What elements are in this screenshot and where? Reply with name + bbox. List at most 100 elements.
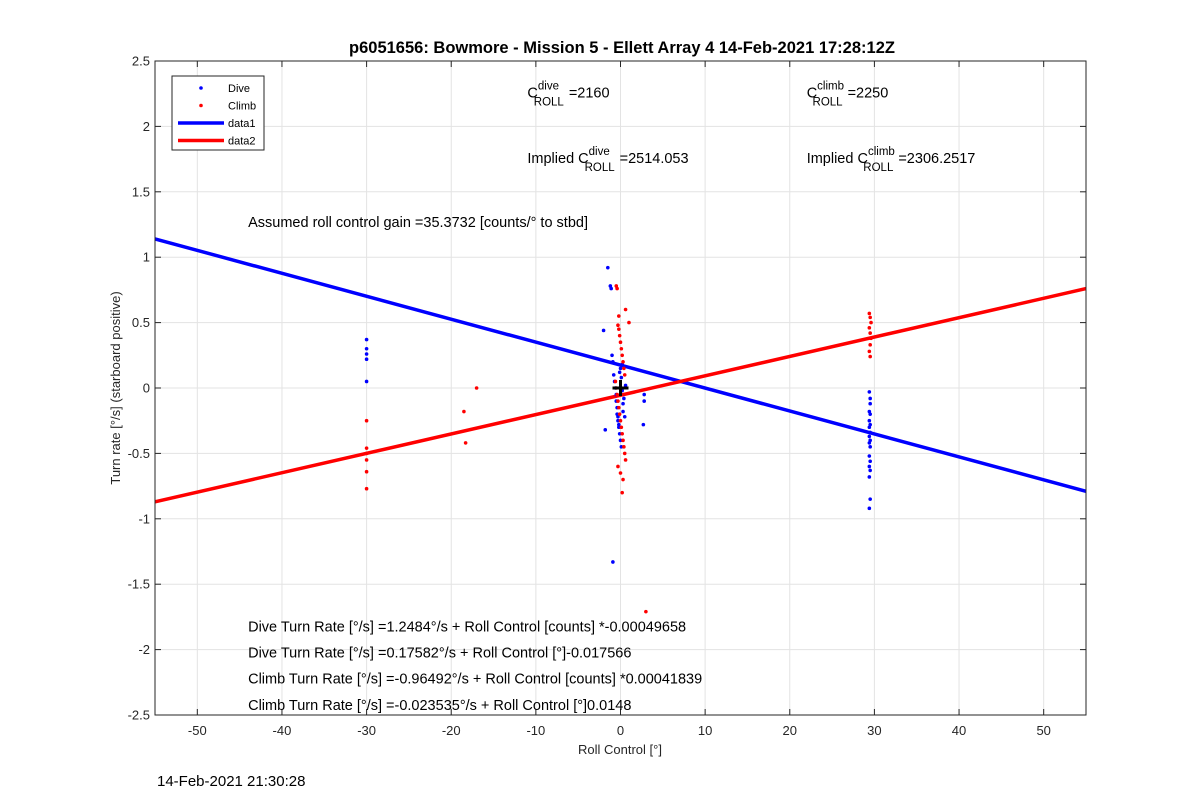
point-dive-54 xyxy=(868,459,872,464)
annotation-c-climb: Cclimb ROLL=2250 xyxy=(807,81,889,109)
point-dive-53 xyxy=(867,454,872,458)
y-tick-label: -1.5 xyxy=(128,577,150,592)
point-climb-19 xyxy=(622,373,627,377)
annotation-gain: Assumed roll control gain =35.3732 [coun… xyxy=(248,215,588,231)
y-tick-label: 1 xyxy=(143,250,150,265)
point-dive-20 xyxy=(617,425,621,430)
point-climb-43 xyxy=(869,320,873,325)
point-climb-0 xyxy=(364,418,369,423)
point-climb-20 xyxy=(613,379,618,384)
point-climb-29 xyxy=(621,438,625,443)
point-dive-19 xyxy=(617,422,621,427)
point-climb-24 xyxy=(617,405,621,410)
point-climb-33 xyxy=(616,464,620,469)
point-climb-7 xyxy=(463,441,468,445)
fit-line-data1 xyxy=(154,237,1087,494)
point-climb-27 xyxy=(619,425,624,430)
point-dive-7 xyxy=(609,286,613,291)
x-tick-label: -20 xyxy=(442,723,461,738)
annotation-eq1: Dive Turn Rate [°/s] =1.2484°/s + Roll C… xyxy=(248,619,686,635)
origin-marker xyxy=(612,380,629,396)
point-dive-45 xyxy=(867,418,872,423)
point-dive-21 xyxy=(617,431,622,436)
point-climb-5 xyxy=(364,486,369,491)
point-climb-22 xyxy=(615,392,619,397)
point-climb-2 xyxy=(364,451,369,456)
point-dive-58 xyxy=(868,497,872,501)
x-tick-label: 10 xyxy=(698,723,712,738)
chart-title: p6051656: Bowmore - Mission 5 - Ellett A… xyxy=(349,39,895,57)
point-dive-31 xyxy=(622,396,626,401)
annotation-eq4: Climb Turn Rate [°/s] =-0.023535°/s + Ro… xyxy=(248,698,631,714)
point-climb-49 xyxy=(868,354,872,359)
legend-box xyxy=(171,75,265,151)
annotation-implied-climb: Implied Cclimb ROLL=2306.2517 xyxy=(807,146,976,174)
point-dive-49 xyxy=(867,434,872,439)
x-tick-label: 40 xyxy=(952,723,966,738)
point-dive-30 xyxy=(621,409,625,414)
x-tick-label: -40 xyxy=(273,723,292,738)
y-tick-label: 2 xyxy=(143,119,150,134)
point-climb-46 xyxy=(869,336,873,341)
y-tick-label: 0 xyxy=(143,381,150,396)
x-tick-label: 20 xyxy=(783,723,797,738)
footer-timestamp: 14-Feb-2021 21:30:28 xyxy=(157,773,306,790)
x-tick-label: 50 xyxy=(1036,723,1050,738)
point-climb-15 xyxy=(619,346,624,351)
point-dive-23 xyxy=(618,366,623,371)
point-dive-22 xyxy=(617,370,622,375)
point-dive-40 xyxy=(867,390,872,394)
point-dive-44 xyxy=(868,412,872,416)
point-dive-39 xyxy=(641,422,646,427)
point-climb-1 xyxy=(364,446,369,450)
point-climb-36 xyxy=(623,307,628,312)
x-tick-label: 30 xyxy=(867,723,881,738)
point-climb-13 xyxy=(617,333,622,338)
point-dive-37 xyxy=(642,392,646,397)
point-dive-5 xyxy=(606,265,610,270)
point-dive-17 xyxy=(616,414,620,419)
point-climb-18 xyxy=(622,366,626,371)
point-dive-0 xyxy=(364,337,369,342)
point-dive-8 xyxy=(610,353,614,358)
point-dive-55 xyxy=(867,464,872,469)
point-dive-4 xyxy=(364,379,369,384)
annotation-c-dive: Cdive ROLL=2160 xyxy=(527,81,609,109)
point-dive-3 xyxy=(364,357,369,362)
data-points xyxy=(364,265,873,614)
point-dive-51 xyxy=(867,441,872,445)
legend-swatch-climb xyxy=(199,103,203,108)
point-climb-25 xyxy=(617,412,622,416)
point-climb-31 xyxy=(622,451,627,456)
point-dive-47 xyxy=(867,425,872,430)
legend-label-data2: data2 xyxy=(228,136,256,148)
x-tick-label: -50 xyxy=(188,723,207,738)
annotation-eq3: Climb Turn Rate [°/s] =-0.96492°/s + Rol… xyxy=(248,672,702,688)
point-dive-59 xyxy=(867,506,872,511)
point-dive-41 xyxy=(868,396,872,401)
point-climb-28 xyxy=(620,431,624,436)
point-dive-24 xyxy=(618,438,623,443)
point-dive-56 xyxy=(868,468,872,473)
point-climb-47 xyxy=(868,343,872,347)
point-dive-36 xyxy=(611,560,615,564)
legend-label-dive: Dive xyxy=(228,83,250,95)
y-tick-label: -2 xyxy=(138,642,150,657)
point-climb-41 xyxy=(867,311,872,316)
point-climb-10 xyxy=(615,286,619,291)
point-climb-26 xyxy=(618,418,623,423)
point-climb-11 xyxy=(616,323,620,328)
point-climb-12 xyxy=(617,327,621,331)
annotation-implied-dive: Implied Cdive ROLL=2514.053 xyxy=(527,146,688,174)
y-tick-label: -1 xyxy=(138,511,150,526)
point-climb-4 xyxy=(364,469,369,474)
y-tick-label: -2.5 xyxy=(128,708,150,723)
point-dive-33 xyxy=(623,383,628,388)
point-climb-17 xyxy=(621,360,625,364)
point-dive-57 xyxy=(867,475,872,479)
point-climb-39 xyxy=(627,320,631,325)
y-axis-label: Turn rate [°/s] (starboard positive) xyxy=(108,291,123,484)
legend-label-data1: data1 xyxy=(228,118,256,130)
point-dive-10 xyxy=(611,373,616,377)
